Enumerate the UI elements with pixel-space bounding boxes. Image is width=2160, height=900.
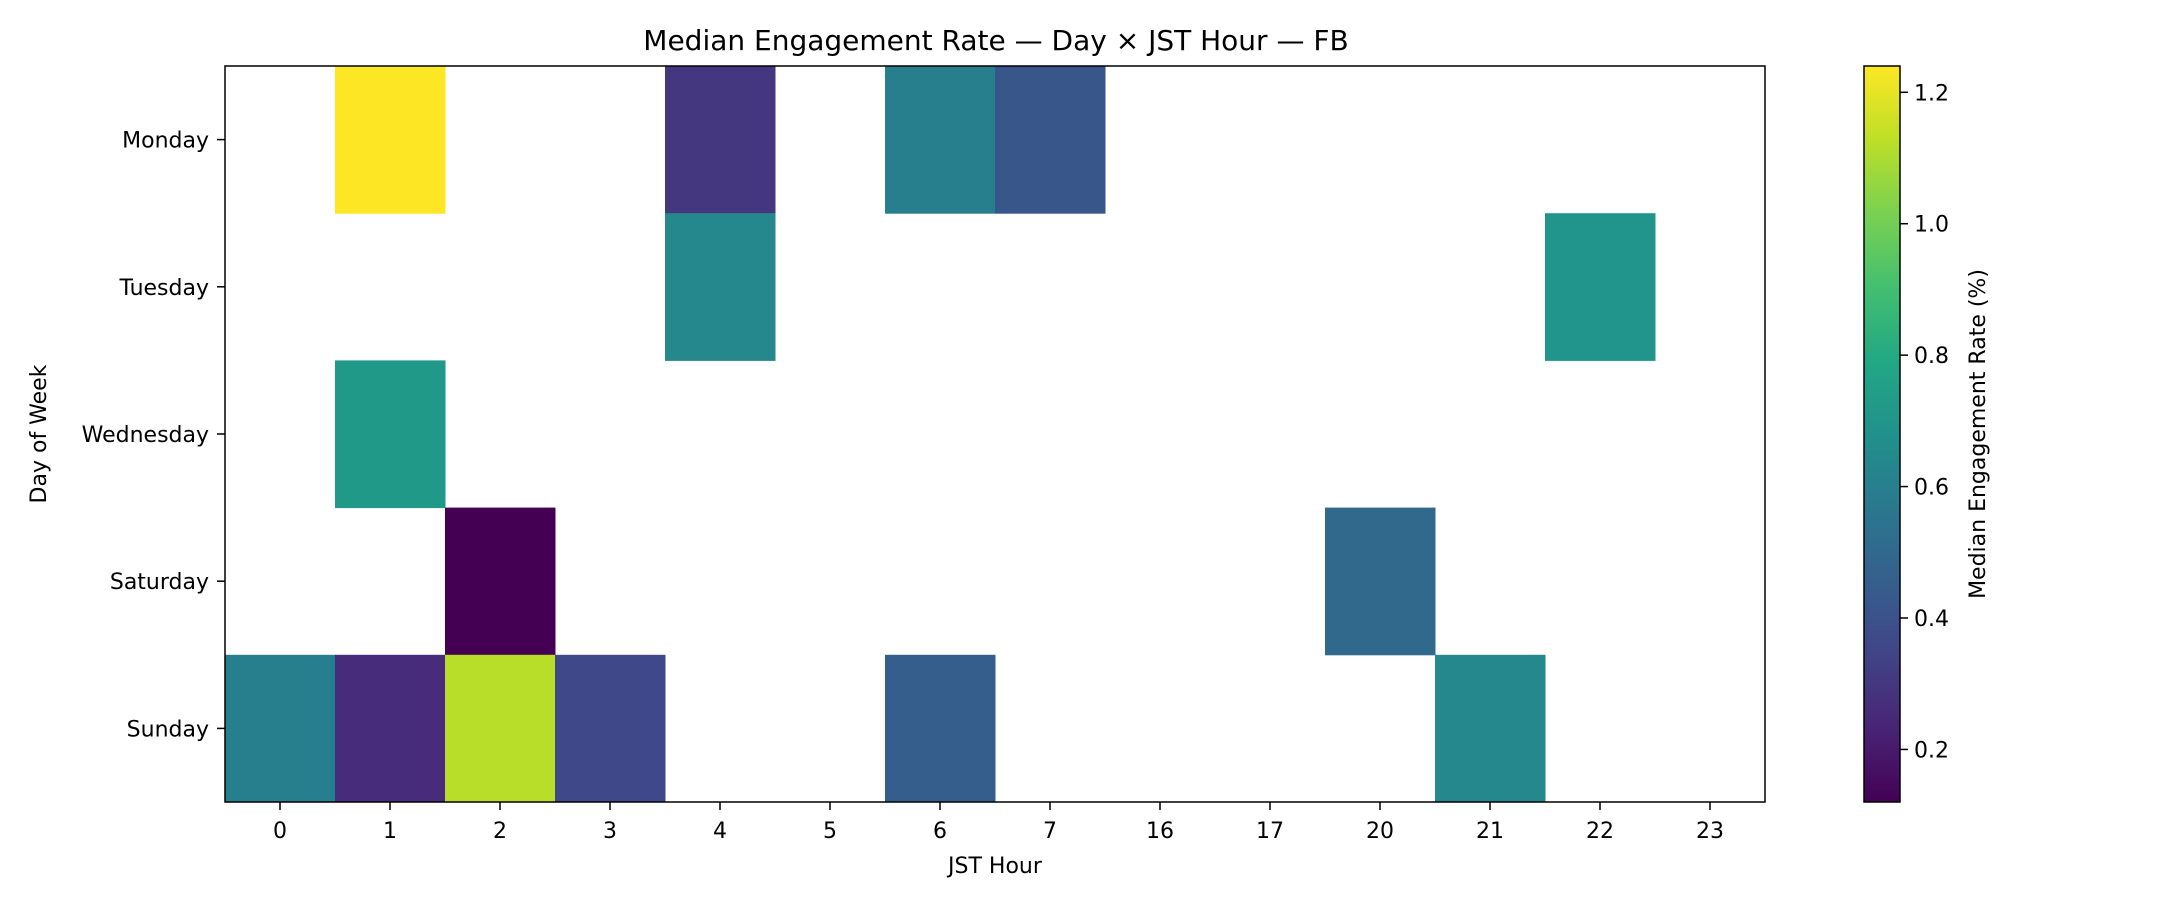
x-tick-label: 16 (1146, 819, 1174, 844)
x-tick-label: 0 (273, 819, 287, 844)
heatmap-cell (335, 360, 446, 509)
x-tick-label: 5 (823, 819, 837, 844)
y-axis: Monday Tuesday Wednesday Saturday Sunday (82, 129, 225, 742)
colorbar-tick-label: 0.2 (1914, 738, 1949, 763)
x-tick-label: 6 (933, 819, 947, 844)
heatmap-cell (445, 507, 556, 656)
colorbar-label: Median Engagement Rate (%) (1966, 269, 1991, 599)
heatmap-cell (665, 213, 776, 361)
y-tick-label: Wednesday (82, 423, 209, 448)
plot-area (225, 66, 1656, 803)
y-tick-label: Sunday (127, 717, 209, 742)
heatmap-cell (995, 66, 1106, 214)
y-axis-label: Day of Week (27, 364, 52, 503)
x-tick-label: 23 (1696, 819, 1724, 844)
x-tick-label: 1 (383, 819, 397, 844)
heatmap-cell (885, 66, 996, 214)
heatmap-cell (885, 654, 996, 803)
heatmap-cell (225, 654, 336, 803)
colorbar-gradient (1863, 65, 1901, 803)
x-tick-label: 2 (493, 819, 507, 844)
x-tick-label: 22 (1586, 819, 1614, 844)
y-tick-label: Monday (122, 129, 209, 154)
heatmap-cell (335, 654, 446, 803)
y-tick-label: Tuesday (118, 276, 209, 301)
colorbar: 0.2 0.4 0.6 0.8 1.0 1.2 (1863, 65, 1949, 803)
y-tick-label: Saturday (110, 570, 209, 595)
heatmap-cell (1325, 507, 1436, 656)
colorbar-tick-label: 0.6 (1914, 476, 1949, 501)
x-axis-label: JST Hour (946, 854, 1043, 879)
heatmap-cell (1435, 654, 1546, 803)
colorbar-tick-label: 0.4 (1914, 607, 1949, 632)
heatmap-cell (555, 654, 666, 803)
x-tick-label: 17 (1256, 819, 1284, 844)
x-tick-label: 20 (1366, 819, 1394, 844)
colorbar-tick-label: 1.2 (1914, 81, 1949, 106)
x-tick-label: 21 (1476, 819, 1504, 844)
x-tick-label: 4 (713, 819, 727, 844)
x-tick-label: 7 (1043, 819, 1057, 844)
x-tick-label: 3 (603, 819, 617, 844)
chart-title: Median Engagement Rate — Day × JST Hour … (643, 24, 1348, 57)
heatmap-cell (445, 654, 556, 803)
heatmap-cell (335, 66, 446, 214)
heatmap-cell (665, 66, 776, 214)
x-axis: 0 1 2 3 4 5 6 7 16 17 20 21 22 23 (273, 802, 1724, 844)
colorbar-tick-label: 1.0 (1914, 213, 1949, 238)
heatmap-cell (1545, 213, 1656, 361)
colorbar-tick-label: 0.8 (1914, 344, 1949, 369)
